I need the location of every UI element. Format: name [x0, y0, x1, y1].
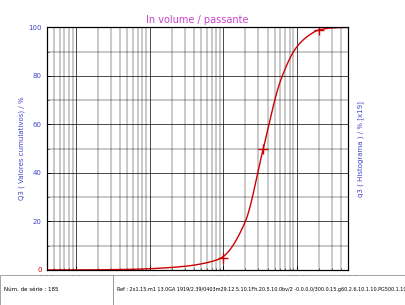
Title: In volume / passante: In volume / passante [146, 15, 249, 25]
Bar [0, 274, 113, 305]
Bar [113, 274, 405, 305]
Y-axis label: Q3 ( Valores cumulativos) / %: Q3 ( Valores cumulativos) / % [19, 97, 26, 200]
Text: Núm. de série : 185: Núm. de série : 185 [4, 287, 59, 292]
Text: Ref : 2x1.15.m1 13.0GA 1919/2.39/0403m29.12.5.10.1Fh.20.5.10.0bv/2 -0.0.0.0/300.: Ref : 2x1.15.m1 13.0GA 1919/2.39/0403m29… [117, 287, 405, 292]
X-axis label: x ( Diâmetros ) / mu: x ( Diâmetros ) / mu [155, 284, 240, 292]
Y-axis label: q3 ( Histograma ) / % [x19]: q3 ( Histograma ) / % [x19] [357, 101, 364, 197]
